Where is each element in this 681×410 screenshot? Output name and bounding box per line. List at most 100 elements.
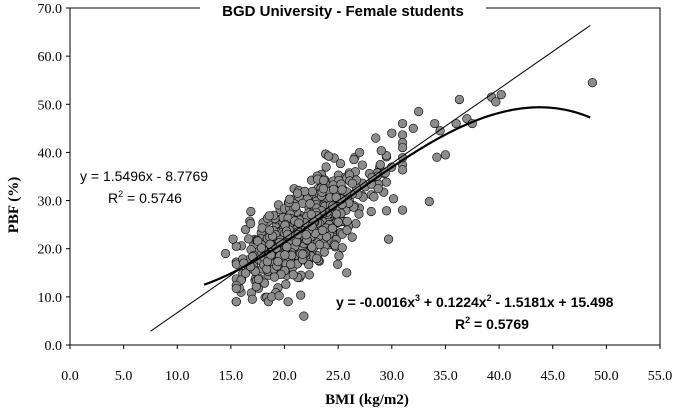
- data-point: [291, 201, 301, 212]
- data-point: [294, 218, 304, 228]
- polynomial-trendline: [203, 106, 591, 286]
- trend-lines: [150, 25, 591, 332]
- data-point: [304, 260, 314, 270]
- data-point: [371, 133, 381, 143]
- data-point: [587, 78, 598, 88]
- data-point: [342, 268, 352, 278]
- data-point: [454, 94, 465, 105]
- linear-trendline: [150, 25, 591, 332]
- data-point: [491, 97, 501, 107]
- data-point: [324, 151, 334, 161]
- data-point: [264, 211, 274, 221]
- x-tick-label: 10.0: [165, 369, 190, 384]
- data-point: [282, 229, 293, 239]
- x-axis: 0.0 5.0 10.0 15.0 20.0 25.0 30.0 35.0 40.0 45.0 50…: [61, 345, 672, 384]
- data-point: [280, 250, 290, 260]
- data-point: [241, 268, 251, 278]
- x-tick-label: 15.0: [219, 369, 244, 384]
- y-tick-label: 0.0: [45, 339, 63, 354]
- data-point: [381, 177, 391, 187]
- data-point: [331, 209, 342, 219]
- data-point: [347, 178, 358, 188]
- data-point: [305, 199, 315, 209]
- data-point: [333, 217, 343, 227]
- x-tick-label: 0.0: [61, 369, 79, 384]
- data-point: [318, 184, 328, 194]
- data-point: [299, 311, 309, 321]
- data-point: [273, 256, 283, 267]
- data-point: [440, 150, 451, 160]
- data-point: [283, 297, 293, 307]
- data-point: [253, 274, 264, 284]
- y-tick-label: 30.0: [38, 195, 63, 210]
- data-point: [354, 209, 364, 219]
- data-point: [228, 234, 238, 244]
- linear-r-squared: R2 = 0.5746: [108, 189, 182, 206]
- data-point: [269, 272, 280, 282]
- data-point: [408, 123, 418, 133]
- x-tick-label: 45.0: [540, 369, 565, 384]
- data-point: [366, 206, 376, 217]
- polynomial-equation: y = -0.0016x3 + 0.1224x2 - 1.5181x + 15.…: [336, 293, 614, 310]
- data-point: [328, 184, 339, 194]
- data-point: [306, 209, 316, 220]
- y-tick-label: 40.0: [38, 146, 63, 161]
- data-point: [337, 243, 347, 253]
- data-point: [376, 146, 386, 156]
- data-point: [292, 188, 303, 198]
- data-point: [298, 249, 308, 259]
- y-tick-label: 10.0: [38, 291, 63, 306]
- data-point: [430, 118, 440, 129]
- data-point: [381, 206, 392, 216]
- x-tick-label: 55.0: [648, 369, 673, 384]
- data-point: [314, 240, 325, 250]
- data-point: [334, 251, 344, 261]
- linear-equation: y = 1.5496x - 8.7769: [80, 168, 208, 184]
- data-point: [384, 234, 394, 244]
- y-tick-label: 50.0: [38, 98, 63, 113]
- data-point: [496, 90, 506, 100]
- data-point: [424, 196, 434, 207]
- y-tick-label: 20.0: [38, 243, 63, 258]
- y-axis: 0.0 10.0 20.0 30.0 40.0 50.0 60.0 70.0: [38, 2, 70, 354]
- data-point: [286, 259, 296, 269]
- x-axis-title: BMI (kg/m2): [325, 392, 409, 408]
- data-point: [342, 225, 352, 235]
- title-background: [200, 1, 486, 22]
- data-point: [240, 224, 251, 235]
- data-point: [264, 225, 275, 235]
- data-point: [301, 230, 311, 240]
- data-point: [387, 128, 397, 138]
- data-point: [327, 223, 337, 233]
- data-point: [342, 216, 352, 226]
- y-axis-title: PBF (%): [6, 177, 22, 234]
- data-point: [220, 248, 231, 259]
- data-point: [304, 270, 314, 280]
- data-point: [281, 279, 291, 289]
- data-point: [349, 154, 359, 165]
- data-point: [245, 219, 256, 229]
- data-point: [247, 294, 257, 304]
- data-point: [432, 152, 442, 162]
- data-point: [335, 158, 346, 169]
- data-point: [231, 297, 241, 307]
- data-point: [274, 291, 284, 301]
- data-points: [220, 78, 598, 321]
- data-point: [373, 184, 383, 194]
- y-tick-label: 60.0: [38, 50, 63, 65]
- data-point: [319, 175, 329, 185]
- data-point: [397, 165, 408, 175]
- data-point: [375, 160, 385, 170]
- polynomial-r-squared: R2 = 0.5769: [455, 315, 529, 332]
- y-tick-label: 70.0: [38, 2, 63, 17]
- data-point: [307, 242, 317, 252]
- data-point: [333, 259, 343, 269]
- x-tick-label: 40.0: [487, 369, 512, 384]
- data-point: [231, 283, 241, 293]
- data-point: [321, 162, 331, 172]
- x-tick-label: 25.0: [326, 369, 351, 384]
- data-point: [397, 130, 408, 140]
- data-point: [369, 192, 379, 202]
- x-tick-label: 5.0: [115, 369, 133, 384]
